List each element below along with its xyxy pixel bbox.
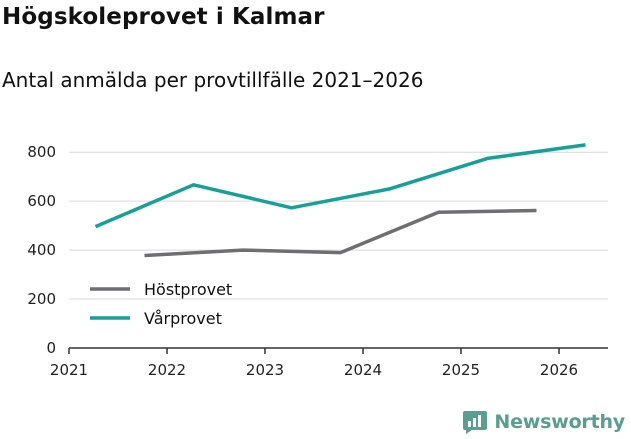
y-tick-label-200: 200: [27, 290, 56, 308]
series-lines: [94, 143, 586, 258]
x-tick-label-2021: 2021: [50, 361, 88, 379]
x-tick-label-2026: 2026: [540, 361, 578, 379]
newsworthy-icon: [463, 411, 488, 434]
x-tick-label-2025: 2025: [442, 361, 480, 379]
series-line-hostprovet: [144, 208, 537, 258]
legend: Höstprovet Vårprovet: [90, 280, 232, 328]
y-tick-label-600: 600: [27, 192, 56, 210]
legend-label-hostprovet: Höstprovet: [144, 280, 232, 299]
x-tick-label-2023: 2023: [246, 361, 284, 379]
y-tick-label-0: 0: [46, 339, 56, 357]
brand-name: Newsworthy: [494, 411, 625, 433]
chart-title: Högskoleprovet i Kalmar: [2, 4, 325, 30]
x-tick-label-2024: 2024: [344, 361, 382, 379]
legend-label-varprovet: Vårprovet: [144, 309, 222, 328]
newsworthy-logo: Newsworthy: [462, 409, 625, 435]
gridlines: [69, 151, 608, 300]
series-line-varprovet: [94, 143, 586, 229]
x-axis: 2021 2022 2023 2024 2025 2026: [50, 347, 608, 379]
y-tick-label-800: 800: [27, 143, 56, 161]
x-tick-label-2022: 2022: [148, 361, 186, 379]
y-axis-labels: 0 200 400 600 800: [27, 143, 56, 357]
chart-subtitle: Antal anmälda per provtillfälle 2021–202…: [2, 68, 424, 92]
y-tick-label-400: 400: [27, 241, 56, 259]
